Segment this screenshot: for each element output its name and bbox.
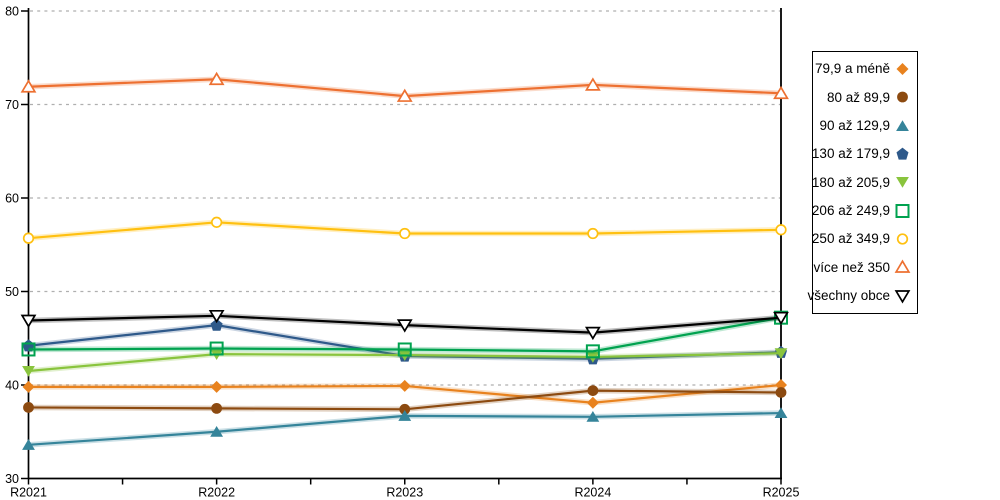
pentagon-marker-icon bbox=[896, 147, 909, 160]
legend-label: 250 až 349,9 bbox=[811, 231, 890, 247]
data-point-marker bbox=[587, 385, 599, 397]
data-point-marker bbox=[773, 311, 789, 326]
data-point-marker bbox=[774, 348, 788, 360]
legend-label: všechny obce bbox=[807, 288, 890, 304]
legend-item-79-9-a-m-n: 79,9 a méně bbox=[815, 61, 911, 77]
data-point-marker bbox=[398, 379, 411, 392]
legend-item-90-a-129-9: 90 až 129,9 bbox=[815, 118, 911, 134]
data-point-marker bbox=[775, 224, 787, 236]
y-tick-label: 30 bbox=[5, 472, 19, 486]
series-206-a-249-9 bbox=[21, 310, 788, 359]
series-180-a-205-9 bbox=[22, 348, 788, 377]
y-tick-label: 50 bbox=[5, 285, 19, 299]
data-point-marker bbox=[773, 85, 789, 100]
legend-item-130-a-179-9: 130 až 179,9 bbox=[811, 146, 911, 162]
data-point-marker bbox=[399, 403, 411, 415]
series-line bbox=[28, 316, 782, 353]
triangle-down-marker-icon bbox=[894, 289, 911, 304]
data-point-marker bbox=[396, 319, 413, 333]
data-point-marker bbox=[775, 387, 787, 398]
legend-item-250-a-349-9: 250 až 349,9 bbox=[811, 231, 911, 247]
x-axis-label: R2025 bbox=[763, 486, 800, 500]
data-point-marker bbox=[398, 410, 412, 421]
square-marker-icon bbox=[895, 203, 910, 218]
y-tick-label: 60 bbox=[5, 192, 19, 206]
chart-legend: 79,9 a méně 80 až 89,9 90 až 129,9 130 až 1… bbox=[807, 51, 918, 314]
x-axis-label: R2023 bbox=[386, 486, 423, 500]
legend-item-80-a-89-9: 80 až 89,9 bbox=[815, 89, 911, 105]
data-point-marker bbox=[211, 402, 223, 414]
data-point-marker bbox=[586, 396, 599, 409]
data-point-marker bbox=[22, 380, 35, 393]
legend-label: 180 až 205,9 bbox=[811, 174, 890, 190]
data-point-marker bbox=[585, 344, 600, 359]
series-90-a-129-9 bbox=[22, 407, 788, 450]
triangle-up-marker-icon bbox=[894, 259, 911, 274]
data-point-marker bbox=[208, 71, 225, 86]
data-point-marker bbox=[210, 318, 223, 331]
circle-marker-icon bbox=[897, 92, 908, 103]
data-point-marker bbox=[20, 314, 37, 328]
data-point-marker bbox=[208, 309, 225, 324]
legend-item-v-echny-obce: všechny obce bbox=[807, 288, 911, 304]
data-point-marker bbox=[586, 410, 600, 422]
y-tick-label: 40 bbox=[5, 379, 19, 393]
x-axis-label: R2024 bbox=[574, 486, 611, 500]
series-v-ce-ne-350 bbox=[20, 71, 789, 102]
data-point-marker bbox=[584, 326, 601, 341]
legend-label: 79,9 a méně bbox=[814, 61, 890, 77]
legend-item-180-a-205-9: 180 až 205,9 bbox=[811, 174, 911, 190]
y-tick-label: 80 bbox=[5, 5, 19, 19]
data-point-marker bbox=[209, 341, 224, 356]
diamond-marker-icon bbox=[896, 63, 909, 76]
data-point-marker bbox=[399, 227, 411, 240]
triangle-down-marker-icon bbox=[896, 177, 909, 189]
legend-item-v-ce-ne-350: více než 350 bbox=[813, 259, 911, 275]
y-tick-label: 70 bbox=[5, 98, 19, 112]
legend-label: 206 až 249,9 bbox=[811, 203, 890, 219]
series-v-echny-obce bbox=[20, 309, 789, 341]
data-point-marker bbox=[396, 88, 413, 102]
data-point-marker bbox=[774, 407, 788, 419]
data-point-marker bbox=[23, 402, 34, 413]
series-250-a-349-9 bbox=[22, 216, 787, 244]
data-point-marker bbox=[22, 439, 35, 450]
x-axis-label: R2021 bbox=[10, 486, 47, 500]
legend-label: více než 350 bbox=[813, 259, 890, 275]
legend-item-206-a-249-9: 206 až 249,9 bbox=[811, 203, 911, 219]
series-80-a-89-9 bbox=[23, 385, 787, 415]
data-point-marker bbox=[210, 380, 223, 393]
x-axis-label: R2022 bbox=[198, 486, 235, 500]
data-point-marker bbox=[210, 216, 223, 228]
data-point-marker bbox=[21, 342, 36, 357]
data-point-marker bbox=[584, 77, 601, 91]
legend-label: 80 až 89,9 bbox=[826, 89, 890, 105]
triangle-up-marker-icon bbox=[896, 120, 909, 131]
circle-marker-icon bbox=[896, 233, 909, 245]
data-point-marker bbox=[587, 227, 599, 240]
legend-label: 130 až 179,9 bbox=[811, 146, 890, 162]
data-point-marker bbox=[397, 342, 412, 357]
data-point-marker bbox=[20, 79, 37, 93]
data-point-marker bbox=[22, 365, 35, 377]
data-point-marker bbox=[22, 232, 35, 244]
data-point-marker bbox=[210, 425, 224, 437]
legend-label: 90 až 129,9 bbox=[819, 118, 890, 134]
data-point-marker bbox=[22, 339, 35, 352]
